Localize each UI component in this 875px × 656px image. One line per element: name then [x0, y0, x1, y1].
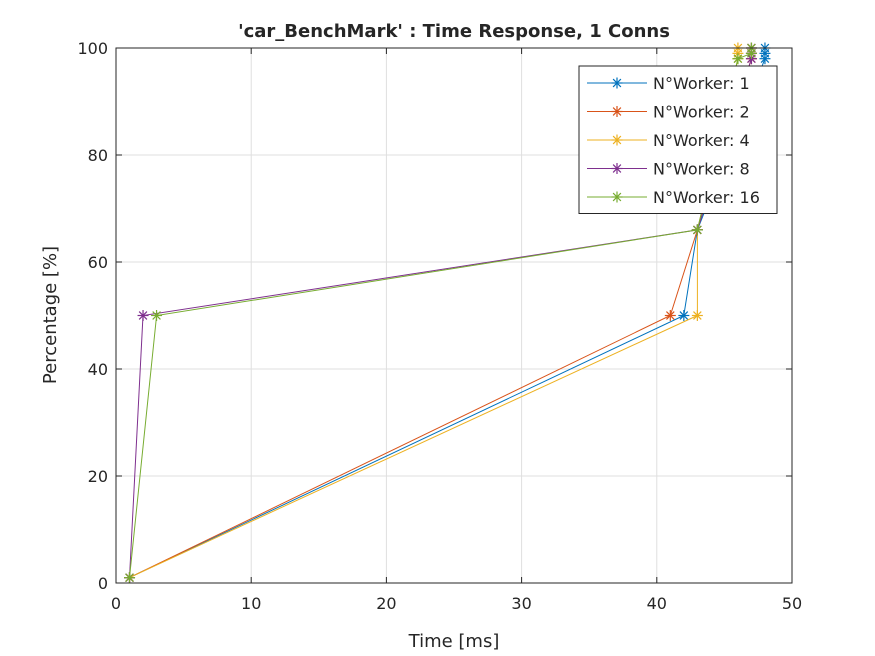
- y-tick-label: 40: [88, 360, 108, 379]
- x-tick-label: 30: [511, 594, 531, 613]
- data-point-marker: [664, 310, 676, 321]
- y-tick-label: 80: [88, 146, 108, 165]
- legend-item: N°Worker: 4: [587, 131, 750, 150]
- legend-item: N°Worker: 16: [587, 188, 760, 207]
- legend-label: N°Worker: 16: [653, 188, 760, 207]
- legend-label: N°Worker: 4: [653, 131, 750, 150]
- y-axis-label: Percentage [%]: [40, 246, 61, 384]
- data-point-marker: [611, 163, 623, 174]
- legend-item: N°Worker: 2: [587, 103, 750, 122]
- data-point-marker: [678, 310, 690, 321]
- chart-title: 'car_BenchMark' : Time Response, 1 Conns: [238, 21, 670, 42]
- x-tick-label: 50: [782, 594, 802, 613]
- legend-label: N°Worker: 8: [653, 160, 750, 179]
- x-tick-label: 20: [376, 594, 396, 613]
- y-tick-label: 20: [88, 467, 108, 486]
- data-point-marker: [151, 310, 163, 321]
- data-point-marker: [691, 310, 703, 321]
- x-tick-label: 10: [241, 594, 261, 613]
- data-point-marker: [611, 106, 623, 117]
- plot-frame: [115, 47, 793, 584]
- legend-label: N°Worker: 1: [653, 74, 750, 93]
- data-point-marker: [137, 310, 149, 321]
- axis-ticks: 0 10 20 30 40 50 0 20 40 60 80 100: [77, 39, 802, 613]
- x-tick-label: 40: [647, 594, 667, 613]
- y-tick-label: 100: [77, 39, 108, 58]
- x-tick-label: 0: [111, 594, 121, 613]
- data-point-marker: [611, 191, 623, 203]
- data-point-marker: [611, 134, 623, 146]
- y-tick-label: 0: [98, 574, 108, 593]
- legend-label: N°Worker: 2: [653, 103, 750, 122]
- data-point-marker: [124, 572, 136, 584]
- x-axis-label: Time [ms]: [408, 631, 500, 652]
- legend-item: N°Worker: 1: [587, 74, 750, 93]
- legend: N°Worker: 1 N°Worker: 2 N°Worker: 4 N°Worke…: [578, 65, 778, 214]
- y-tick-label: 60: [88, 253, 108, 272]
- data-point-marker: [732, 53, 744, 65]
- legend-item: N°Worker: 8: [587, 160, 750, 179]
- data-point-marker: [611, 77, 623, 89]
- data-point-marker: [691, 224, 703, 236]
